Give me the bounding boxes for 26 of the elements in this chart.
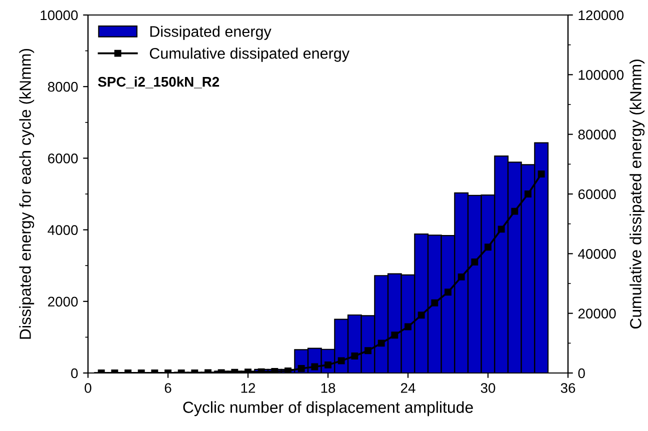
x-tick-label: 6 bbox=[164, 383, 172, 393]
legend-label: Cumulative dissipated energy bbox=[150, 48, 350, 62]
y2-tick-label: 20000 bbox=[578, 308, 616, 319]
y-tick-label: 0 bbox=[71, 368, 78, 378]
y2-tick-label: 40000 bbox=[578, 249, 616, 259]
y-tick-label: 4000 bbox=[48, 225, 78, 235]
x-tick-label: 12 bbox=[241, 383, 256, 393]
y2-tick-label: 80000 bbox=[578, 130, 616, 140]
y-tick-label: 6000 bbox=[48, 154, 78, 164]
annotation: SPC_i2_150kN_R2 bbox=[98, 76, 220, 88]
x-tick-label: 30 bbox=[480, 383, 496, 393]
y-axis-title: Dissipated energy for each cycle (kNmm) bbox=[19, 48, 34, 339]
y2-tick-label: 60000 bbox=[578, 189, 616, 200]
x-tick-label: 0 bbox=[84, 383, 92, 393]
x-tick-label: 36 bbox=[560, 383, 576, 393]
x-axis-title: Cyclic number of displacement amplitude bbox=[183, 401, 473, 416]
x-tick-label: 18 bbox=[321, 383, 336, 393]
legend-label: Dissipated energy bbox=[150, 26, 272, 40]
y2-axis-title: Cumulative dissipated energy (kNmm) bbox=[630, 60, 645, 329]
y-tick-label: 8000 bbox=[48, 82, 78, 92]
y2-tick-label: 0 bbox=[578, 368, 585, 378]
y-tick-label: 10000 bbox=[40, 10, 78, 20]
x-tick-label: 24 bbox=[400, 383, 416, 393]
y2-tick-label: 120000 bbox=[578, 10, 624, 20]
y-tick-label: 2000 bbox=[48, 296, 78, 307]
y2-tick-label: 100000 bbox=[578, 70, 624, 80]
